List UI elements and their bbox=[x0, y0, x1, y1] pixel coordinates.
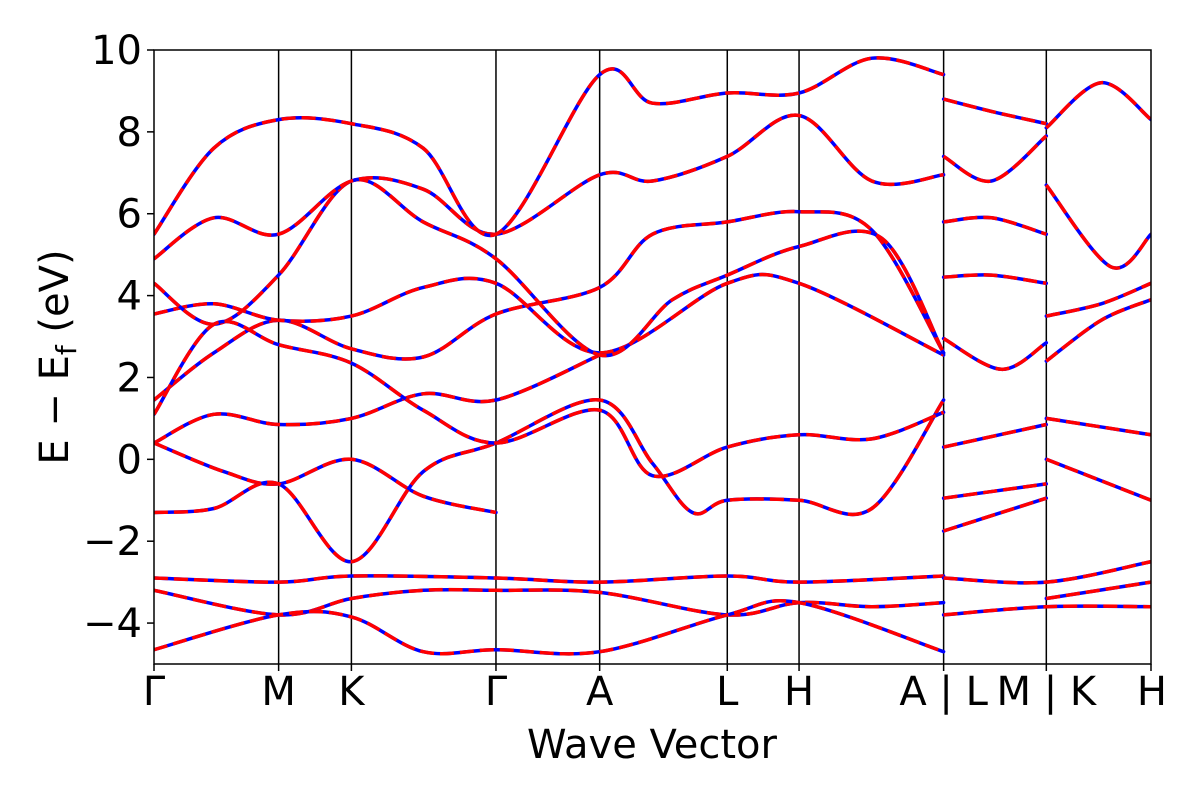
band-line-red bbox=[1045, 80, 1151, 130]
x-tick-label: H bbox=[1137, 669, 1167, 715]
y-tick-label: −2 bbox=[83, 519, 142, 565]
band-line-red bbox=[1044, 184, 1151, 270]
plot-frame bbox=[153, 49, 1152, 665]
band-line-red bbox=[943, 559, 1151, 585]
band-line-red bbox=[1045, 457, 1151, 502]
band-line-red bbox=[154, 353, 601, 445]
band-line-red bbox=[1045, 298, 1151, 363]
x-tick-label: H bbox=[784, 669, 814, 715]
y-axis-title-unit: (eV) bbox=[32, 249, 78, 345]
band-line-red bbox=[942, 134, 1048, 183]
y-axis-title: E − Ef (eV) bbox=[32, 249, 83, 464]
x-tick-label: L bbox=[716, 669, 739, 715]
y-tick-label: 6 bbox=[117, 192, 142, 238]
band-line-red bbox=[154, 56, 945, 238]
y-tick-label: 4 bbox=[117, 274, 142, 320]
y-tick-label: 2 bbox=[117, 355, 142, 401]
y-axis-title-main: E − E bbox=[32, 355, 78, 465]
band-line-red bbox=[154, 574, 944, 584]
x-tick-label: M | K bbox=[996, 669, 1097, 715]
x-tick-label: Γ bbox=[143, 669, 166, 715]
band-line-red bbox=[1046, 580, 1151, 601]
band-line-red bbox=[154, 599, 945, 656]
band-line-red bbox=[942, 337, 1048, 372]
band-line-red bbox=[154, 441, 497, 515]
x-axis-title: Wave Vector bbox=[527, 722, 778, 768]
x-tick-label: A | L bbox=[899, 669, 988, 715]
y-axis: −4 −2 0 2 4 6 8 10 bbox=[83, 28, 154, 647]
band-line-red bbox=[943, 97, 1047, 126]
high-symmetry-lines bbox=[277, 50, 1048, 664]
band-line-red bbox=[943, 496, 1047, 533]
band-line-red bbox=[943, 482, 1047, 500]
band-line-red bbox=[1045, 281, 1151, 318]
band-line-red bbox=[943, 273, 1047, 286]
x-tick-label: A bbox=[586, 669, 614, 715]
band-line-blue bbox=[154, 398, 946, 564]
band-line-red bbox=[154, 113, 944, 261]
y-axis-title-subscript: f bbox=[50, 344, 83, 355]
x-tick-label: K bbox=[338, 669, 366, 715]
band-line-red bbox=[943, 604, 1151, 617]
y-tick-label: −4 bbox=[83, 601, 142, 647]
plot-background bbox=[154, 50, 1151, 664]
band-line-red bbox=[154, 319, 945, 479]
y-tick-label: 0 bbox=[117, 437, 142, 483]
x-tick-label: Γ bbox=[485, 669, 508, 715]
x-tick-label: M bbox=[261, 669, 296, 715]
band-line-red bbox=[943, 422, 1047, 449]
y-tick-label: 8 bbox=[117, 110, 142, 156]
band-lines bbox=[154, 56, 1151, 656]
band-line-red bbox=[154, 272, 945, 357]
y-tick-label: 10 bbox=[91, 28, 142, 74]
band-line-red bbox=[943, 215, 1047, 236]
band-line-red bbox=[1046, 416, 1151, 437]
band-line-red bbox=[154, 177, 946, 358]
